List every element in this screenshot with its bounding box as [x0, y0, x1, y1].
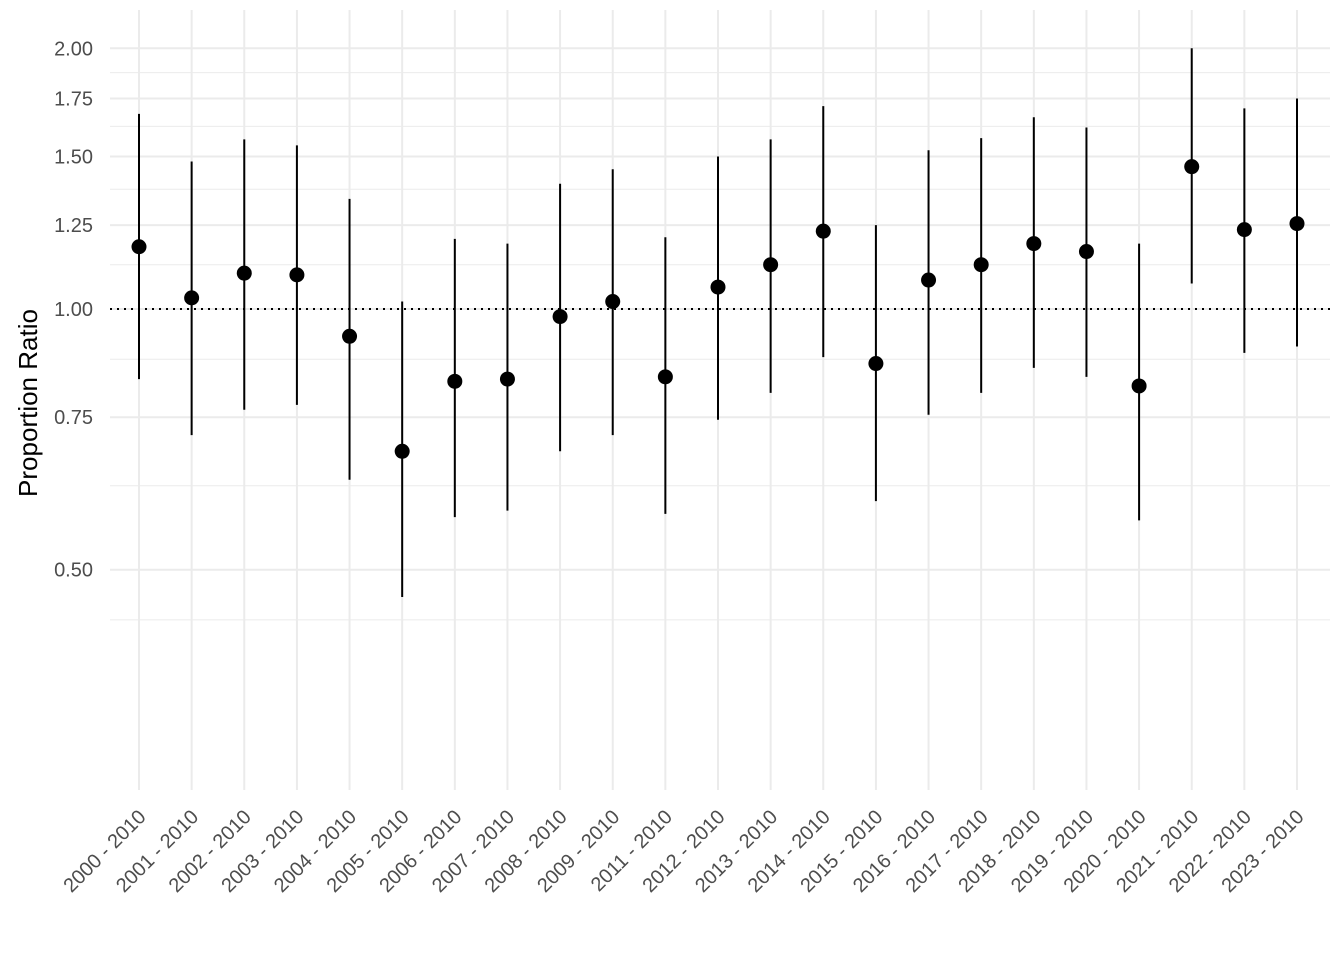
- grid: [110, 10, 1330, 790]
- y-tick-label: 1.75: [54, 89, 93, 111]
- data-point: [342, 328, 358, 344]
- y-tick-label: 1.25: [54, 215, 93, 237]
- y-tick-label: 1.00: [54, 299, 93, 321]
- data-point: [605, 294, 621, 310]
- marks: [131, 48, 1305, 597]
- data-point: [1236, 222, 1252, 238]
- y-tick-label: 0.75: [54, 407, 93, 429]
- data-point: [657, 369, 673, 385]
- y-tick-label: 0.50: [54, 560, 93, 582]
- data-point: [131, 239, 147, 255]
- data-point: [710, 279, 726, 295]
- data-point: [1131, 378, 1147, 394]
- data-point: [289, 267, 305, 283]
- data-point: [499, 371, 515, 387]
- y-tick-label: 1.50: [54, 147, 93, 169]
- data-point: [447, 373, 463, 389]
- data-point: [184, 290, 200, 306]
- y-tick-label: 2.00: [54, 38, 93, 60]
- data-point: [1289, 216, 1305, 232]
- data-point: [394, 443, 410, 459]
- data-point: [973, 257, 989, 273]
- data-point: [763, 257, 779, 273]
- data-point: [552, 309, 568, 325]
- data-point: [1026, 236, 1042, 252]
- data-point: [815, 223, 831, 239]
- y-axis-title: Proportion Ratio: [13, 309, 43, 497]
- data-point: [868, 356, 884, 372]
- y-tick-labels: 0.50 0.75 1.00 1.25 1.50 1.75 2.00: [54, 38, 93, 581]
- data-point: [1078, 244, 1094, 260]
- data-point: [236, 265, 252, 281]
- data-point: [921, 272, 937, 288]
- data-point: [1184, 159, 1200, 175]
